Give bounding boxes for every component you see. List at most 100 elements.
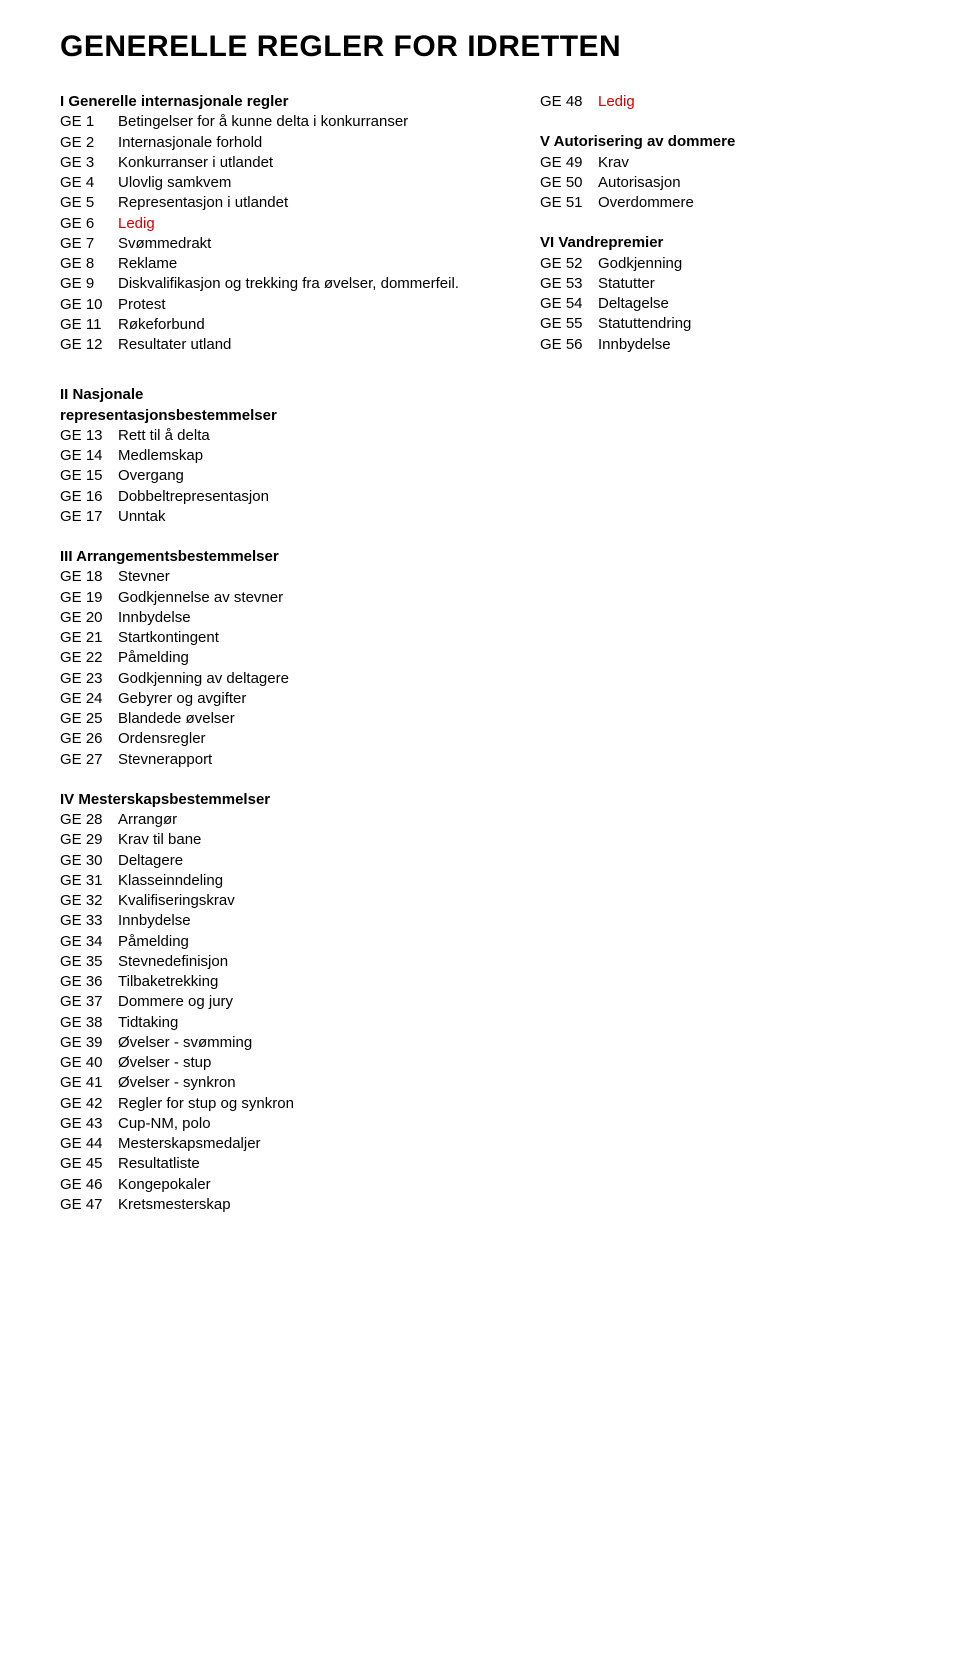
entry-label: Dommere og jury — [118, 992, 460, 1012]
entry-code: GE 2 — [60, 133, 118, 153]
entry-label: Innbydelse — [118, 608, 460, 628]
entry-label: Øvelser - stup — [118, 1053, 460, 1073]
entry-code: GE 47 — [60, 1195, 118, 1215]
list-item: GE 34Påmelding — [60, 932, 460, 952]
entry-code: GE 33 — [60, 911, 118, 931]
list-item: GE 36Tilbaketrekking — [60, 972, 460, 992]
entry-label: Tidtaking — [118, 1013, 460, 1033]
entry-code: GE 44 — [60, 1134, 118, 1154]
entry-label: Regler for stup og synkron — [118, 1094, 460, 1114]
entry-code: GE 50 — [540, 173, 598, 193]
entry-code: GE 24 — [60, 689, 118, 709]
list-item: GE 41Øvelser - synkron — [60, 1073, 460, 1093]
list-item: GE 24Gebyrer og avgifter — [60, 689, 460, 709]
entry-label: Stevnedefinisjon — [118, 952, 460, 972]
entry-code: GE 28 — [60, 810, 118, 830]
entry-label: Blandede øvelser — [118, 709, 460, 729]
entry-code: GE 16 — [60, 487, 118, 507]
section-vi: VI Vandrepremier GE 52GodkjenningGE 53St… — [540, 233, 870, 355]
list-item: GE 54Deltagelse — [540, 294, 870, 314]
entry-label: Øvelser - synkron — [118, 1073, 460, 1093]
entry-label-ledig: Ledig — [118, 214, 460, 234]
entry-code: GE 48 — [540, 92, 598, 112]
entry-code: GE 9 — [60, 274, 118, 294]
list-item: GE 8Reklame — [60, 254, 460, 274]
entry-label: Krav til bane — [118, 830, 460, 850]
entry-code: GE 7 — [60, 234, 118, 254]
entry-code: GE 30 — [60, 851, 118, 871]
entry-label: Øvelser - svømming — [118, 1033, 460, 1053]
entry-label: Gebyrer og avgifter — [118, 689, 460, 709]
list-item: GE 27Stevnerapport — [60, 750, 460, 770]
entry-code: GE 6 — [60, 214, 118, 234]
entry-code: GE 51 — [540, 193, 598, 213]
list-item: GE 13Rett til å delta — [60, 426, 460, 446]
list-item: GE 3Konkurranser i utlandet — [60, 153, 460, 173]
entry-code: GE 37 — [60, 992, 118, 1012]
entry-code: GE 10 — [60, 295, 118, 315]
entry-code: GE 54 — [540, 294, 598, 314]
section-i-items: GE 1Betingelser for å kunne delta i konk… — [60, 112, 460, 355]
entry-label: Mesterskapsmedaljer — [118, 1134, 460, 1154]
list-item: GE 9Diskvalifikasjon og trekking fra øve… — [60, 274, 460, 294]
list-item: GE 28Arrangør — [60, 810, 460, 830]
list-item: GE 10Protest — [60, 295, 460, 315]
entry-code: GE 42 — [60, 1094, 118, 1114]
entry-label: Konkurranser i utlandet — [118, 153, 460, 173]
section-heading: II Nasjonale — [60, 385, 460, 405]
section-items: GE 28ArrangørGE 29Krav til baneGE 30Delt… — [60, 810, 460, 1215]
section-v-items: GE 49KravGE 50AutorisasjonGE 51Overdomme… — [540, 153, 870, 214]
column-left: I Generelle internasjonale regler GE 1Be… — [60, 92, 460, 375]
section-items: GE 18StevnerGE 19Godkjennelse av stevner… — [60, 567, 460, 770]
entry-label: Statuttendring — [598, 314, 870, 334]
entry-label: Kvalifiseringskrav — [118, 891, 460, 911]
entry-code: GE 35 — [60, 952, 118, 972]
list-item: GE 51Overdommere — [540, 193, 870, 213]
list-item: GE 31Klasseinndeling — [60, 871, 460, 891]
entry-label: Deltagelse — [598, 294, 870, 314]
entry-code: GE 52 — [540, 254, 598, 274]
entry-label: Ordensregler — [118, 729, 460, 749]
entry-label: Stevnerapport — [118, 750, 460, 770]
entry-code: GE 43 — [60, 1114, 118, 1134]
list-item: GE 37Dommere og jury — [60, 992, 460, 1012]
entry-label-ledig: Ledig — [598, 92, 870, 112]
column-right: GE 48 Ledig V Autorisering av dommere GE… — [540, 92, 870, 375]
list-item: GE 33Innbydelse — [60, 911, 460, 931]
list-item: GE 14Medlemskap — [60, 446, 460, 466]
list-item: GE 40Øvelser - stup — [60, 1053, 460, 1073]
entry-label: Overdommere — [598, 193, 870, 213]
entry-label: Betingelser for å kunne delta i konkurra… — [118, 112, 460, 132]
list-item: GE 12Resultater utland — [60, 335, 460, 355]
entry-label: Autorisasjon — [598, 173, 870, 193]
list-item: GE 42Regler for stup og synkron — [60, 1094, 460, 1114]
section-vi-heading: VI Vandrepremier — [540, 233, 870, 253]
top-columns: I Generelle internasjonale regler GE 1Be… — [60, 92, 960, 375]
list-item: GE 7Svømmedrakt — [60, 234, 460, 254]
entry-code: GE 17 — [60, 507, 118, 527]
entry-code: GE 31 — [60, 871, 118, 891]
entry-code: GE 22 — [60, 648, 118, 668]
list-item: GE 11Røkeforbund — [60, 315, 460, 335]
entry-label: Dobbeltrepresentasjon — [118, 487, 460, 507]
list-item: GE 47Kretsmesterskap — [60, 1195, 460, 1215]
entry-code: GE 56 — [540, 335, 598, 355]
entry-code: GE 4 — [60, 173, 118, 193]
entry-code: GE 34 — [60, 932, 118, 952]
entry-label: Ulovlig samkvem — [118, 173, 460, 193]
entry-label: Kongepokaler — [118, 1175, 460, 1195]
entry-code: GE 3 — [60, 153, 118, 173]
entry-code: GE 13 — [60, 426, 118, 446]
entry-label: Resultatliste — [118, 1154, 460, 1174]
entry-label: Krav — [598, 153, 870, 173]
entry-code: GE 8 — [60, 254, 118, 274]
entry-code: GE 26 — [60, 729, 118, 749]
list-item: GE 53Statutter — [540, 274, 870, 294]
list-item: GE 43Cup-NM, polo — [60, 1114, 460, 1134]
entry-code: GE 21 — [60, 628, 118, 648]
entry-code: GE 15 — [60, 466, 118, 486]
entry-code: GE 14 — [60, 446, 118, 466]
list-item: GE 39Øvelser - svømming — [60, 1033, 460, 1053]
list-item: GE 55Statuttendring — [540, 314, 870, 334]
list-item: GE 16Dobbeltrepresentasjon — [60, 487, 460, 507]
